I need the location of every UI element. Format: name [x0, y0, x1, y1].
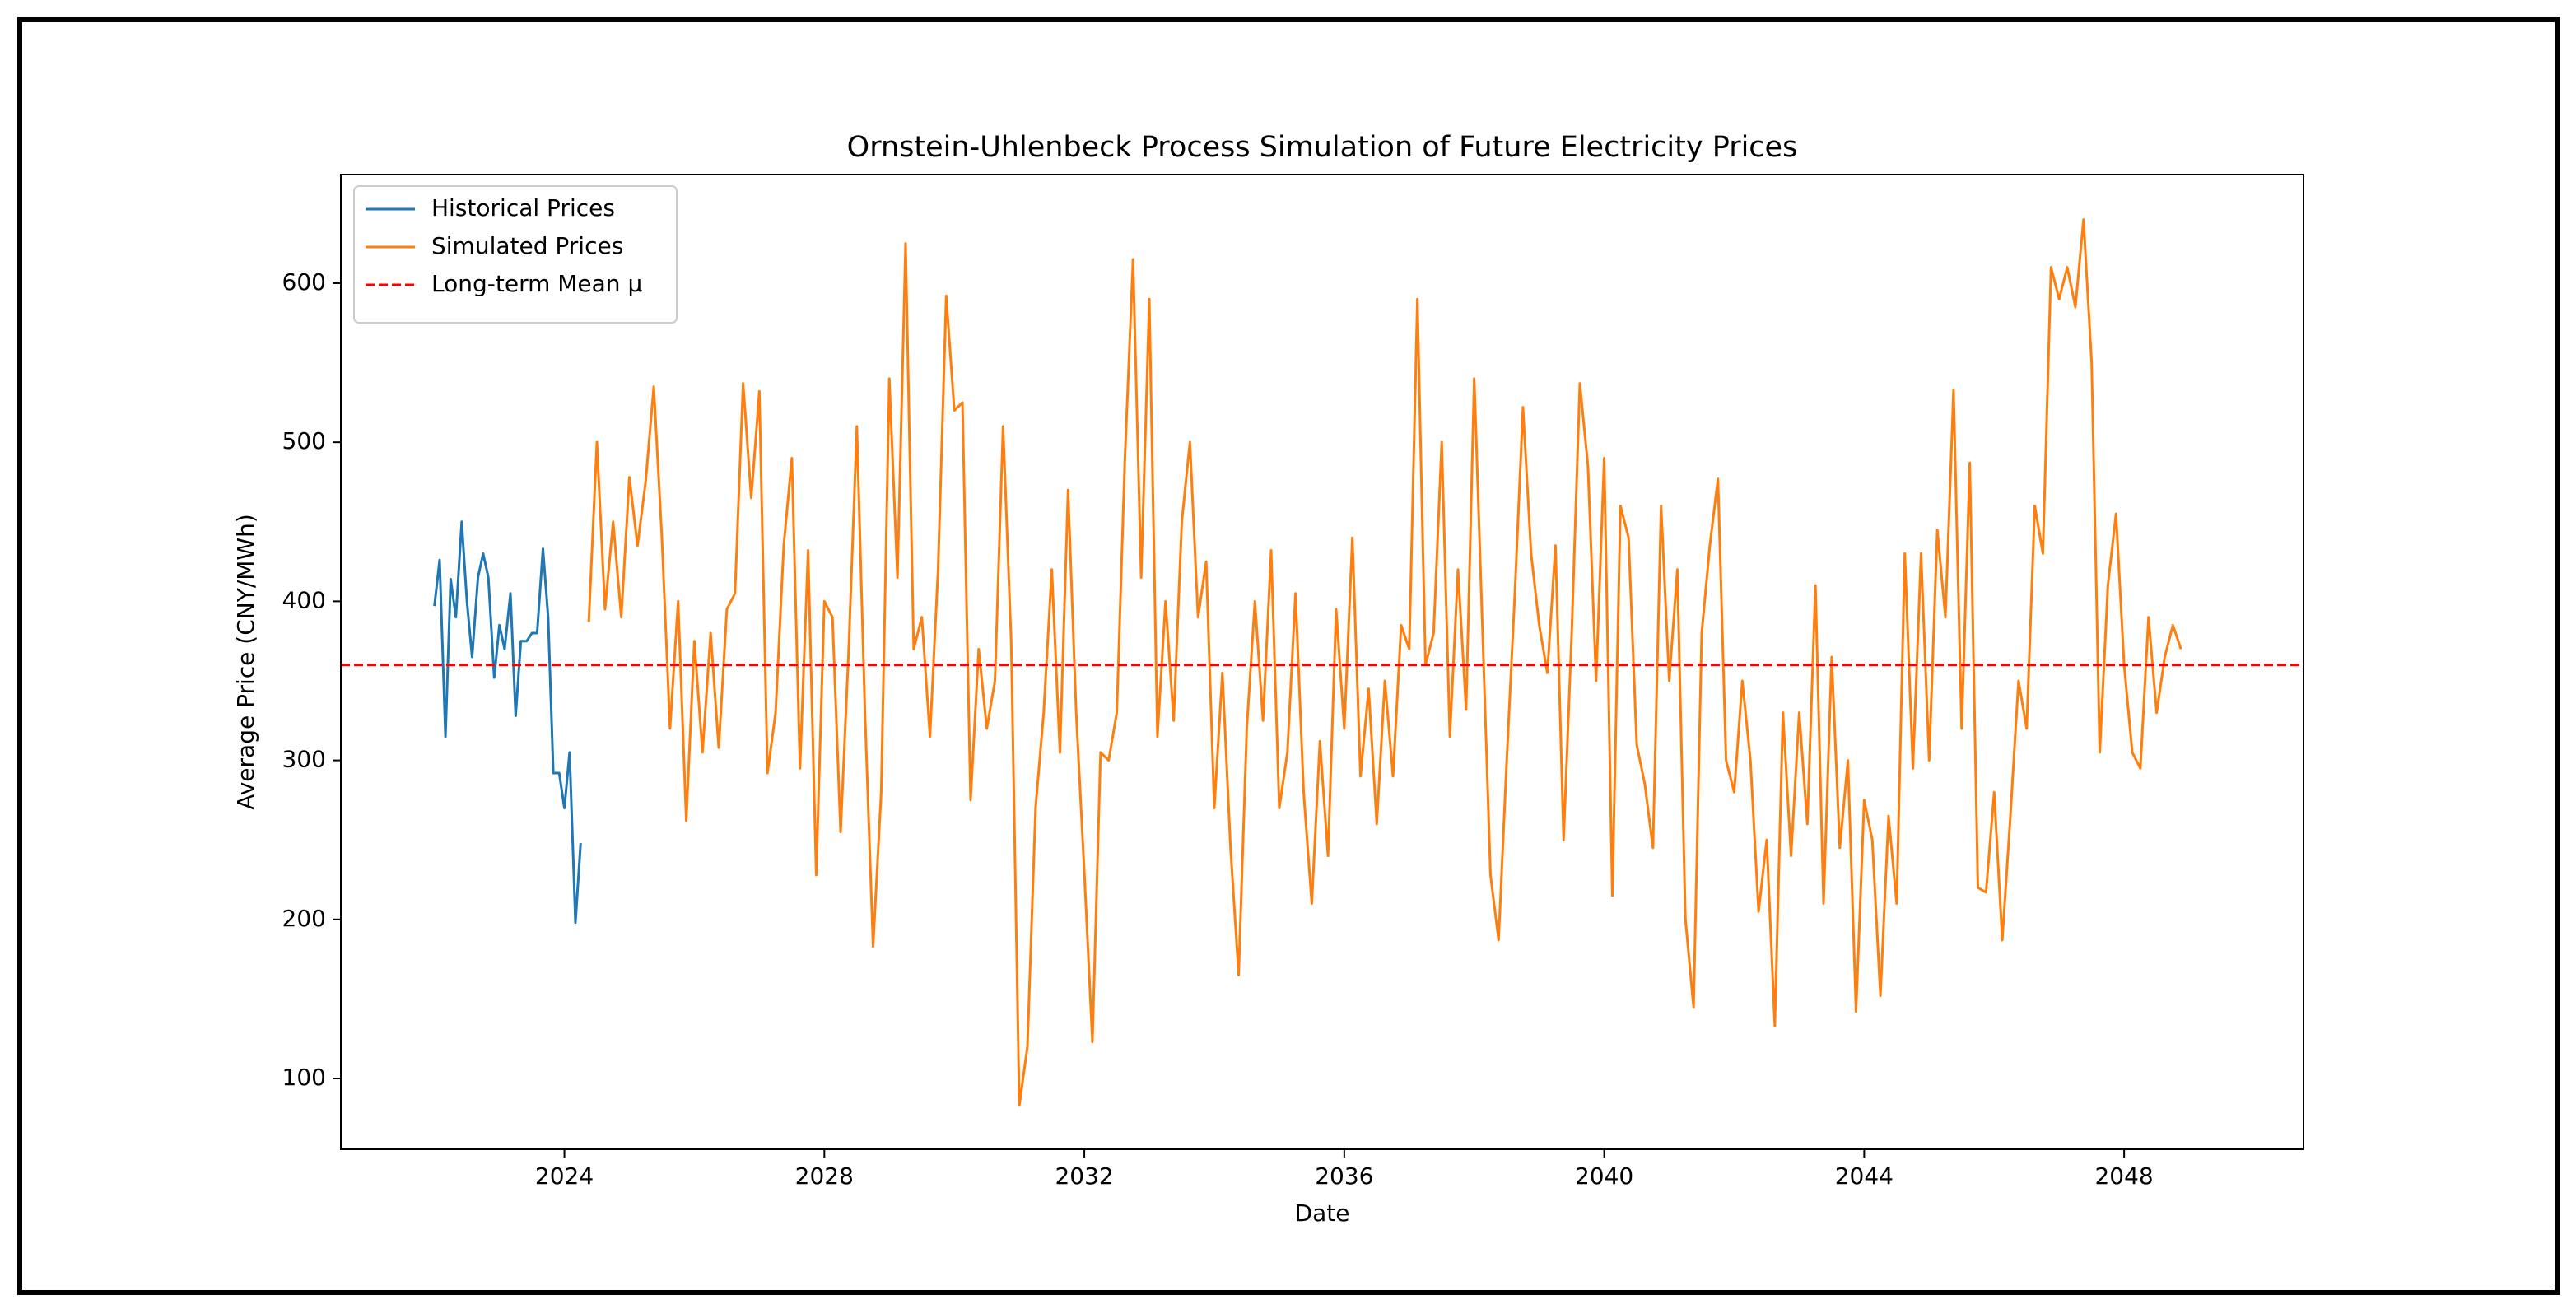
x-tick-label: 2024	[535, 1162, 594, 1190]
legend-label: Historical Prices	[431, 194, 615, 221]
plot-frame	[340, 174, 2304, 1150]
chart-title: Ornstein-Uhlenbeck Process Simulation of…	[847, 131, 1798, 164]
x-axis-label: Date	[1295, 1200, 1350, 1227]
x-tick-label: 2044	[1835, 1162, 1894, 1190]
y-tick-label: 600	[282, 268, 326, 296]
legend-box	[353, 185, 678, 324]
y-axis-label: Average Price (CNY/MWh)	[232, 514, 259, 810]
y-tick-label: 400	[282, 586, 326, 613]
x-tick-label: 2040	[1575, 1162, 1633, 1190]
y-tick-label: 500	[282, 427, 326, 454]
price-line	[433, 520, 582, 925]
legend-label: Long-term Mean μ	[431, 270, 642, 297]
price-line	[587, 218, 2182, 1107]
x-tick-label: 2032	[1055, 1162, 1113, 1190]
x-tick-label: 2028	[795, 1162, 854, 1190]
x-tick-label: 2036	[1315, 1162, 1373, 1190]
legend-label: Simulated Prices	[431, 232, 623, 259]
x-tick-label: 2048	[2094, 1162, 2153, 1190]
y-tick-label: 300	[282, 746, 326, 773]
y-tick-label: 100	[282, 1064, 326, 1091]
y-tick-label: 200	[282, 905, 326, 932]
